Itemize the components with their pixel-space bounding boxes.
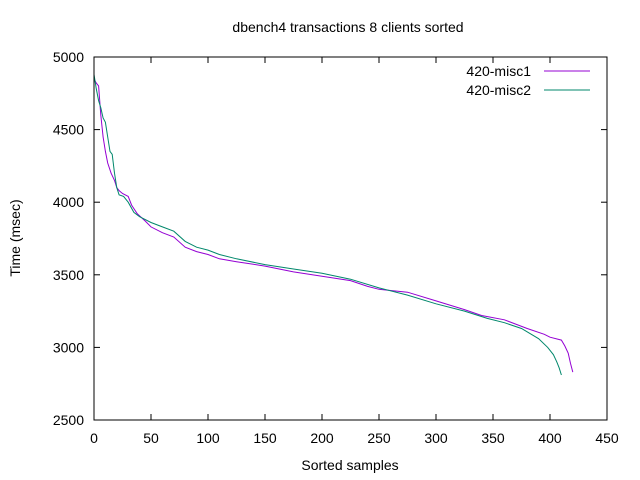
x-tick-label: 450 [595,430,619,446]
series-line-1 [93,78,574,373]
x-tick-label: 150 [253,430,277,446]
x-tick-label: 100 [196,430,220,446]
x-tick-label: 300 [424,430,448,446]
legend-label-2: 420-misc2 [466,82,531,98]
x-tick-label: 350 [481,430,505,446]
plot-frame [93,56,608,421]
x-tick-label: 400 [538,430,562,446]
x-tick-label: 250 [367,430,391,446]
x-axis-label: Sorted samples [301,457,398,473]
y-tick-label: 3500 [53,267,84,283]
x-tick-label: 0 [90,430,98,446]
y-tick-label: 5000 [53,49,84,65]
ticks-layer: 0 50 100 150 200 250 300 350 400 450 2500 3000 3500 4… [53,49,619,446]
y-tick-label: 3000 [53,339,84,355]
legend-label-1: 420-misc1 [466,63,531,79]
y-axis-label: Time (msec) [7,199,23,276]
legend: 420-misc1 420-misc2 [466,63,590,98]
series-line-2 [93,74,562,376]
y-tick-label: 4000 [53,194,84,210]
chart-title: dbench4 transactions 8 clients sorted [232,19,463,35]
y-tick-label: 2500 [53,412,84,428]
x-tick-label: 200 [310,430,334,446]
series-layer [93,74,574,376]
x-tick-label: 50 [143,430,159,446]
y-tick-label: 4500 [53,122,84,138]
